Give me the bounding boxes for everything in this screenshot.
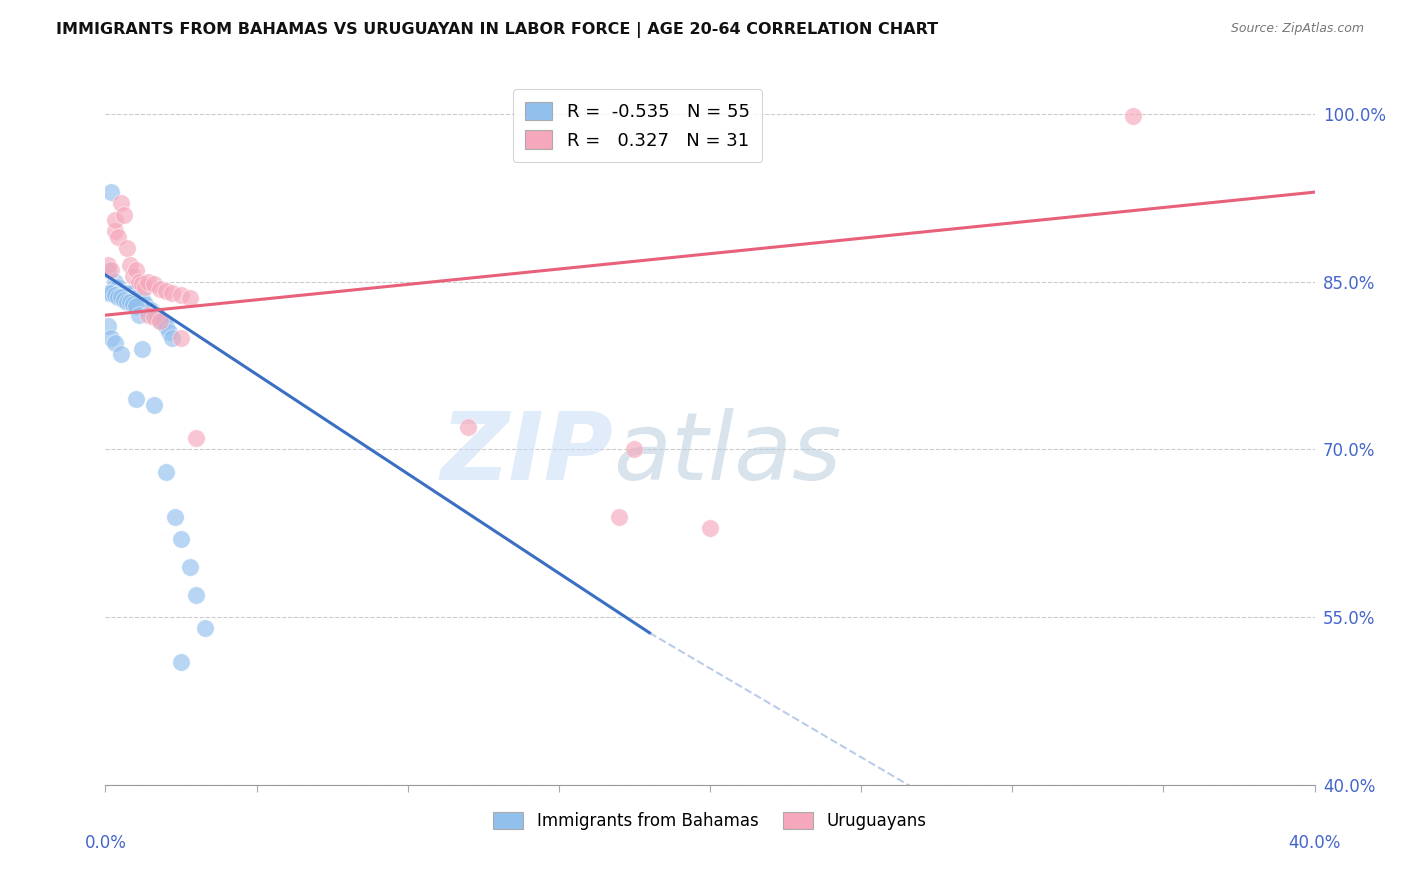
Point: [112, 293, 135, 307]
Point: [128, 308, 150, 322]
Point: [146, 308, 169, 322]
Point: [131, 342, 153, 356]
Point: [110, 292, 132, 306]
Point: [170, 532, 193, 546]
Point: [103, 275, 125, 289]
Point: [124, 292, 148, 306]
Point: [170, 330, 193, 344]
Point: [112, 285, 135, 300]
Point: [139, 302, 162, 317]
Point: [103, 213, 125, 227]
Point: [142, 308, 165, 322]
Point: [160, 330, 183, 344]
Point: [124, 392, 148, 406]
Point: [142, 310, 165, 325]
Point: [134, 297, 156, 311]
Point: [110, 196, 132, 211]
Point: [157, 325, 180, 339]
Point: [457, 420, 479, 434]
Point: [118, 285, 141, 300]
Point: [97, 258, 120, 272]
Point: [121, 268, 143, 283]
Point: [107, 280, 129, 294]
Point: [149, 314, 172, 328]
Point: [103, 224, 125, 238]
Point: [134, 280, 156, 294]
Point: [179, 559, 201, 574]
Point: [163, 509, 186, 524]
Point: [107, 230, 129, 244]
Point: [103, 288, 125, 302]
Point: [115, 241, 138, 255]
Point: [124, 299, 148, 313]
Point: [152, 314, 174, 328]
Point: [103, 280, 125, 294]
Text: IMMIGRANTS FROM BAHAMAS VS URUGUAYAN IN LABOR FORCE | AGE 20-64 CORRELATION CHAR: IMMIGRANTS FROM BAHAMAS VS URUGUAYAN IN …: [56, 22, 938, 38]
Point: [118, 258, 141, 272]
Text: 0.0%: 0.0%: [84, 834, 127, 852]
Text: ZIP: ZIP: [440, 408, 613, 500]
Point: [170, 655, 193, 669]
Point: [97, 263, 120, 277]
Point: [97, 319, 120, 334]
Point: [121, 285, 143, 300]
Point: [118, 294, 141, 309]
Point: [121, 297, 143, 311]
Point: [142, 277, 165, 291]
Point: [142, 398, 165, 412]
Point: [131, 292, 153, 306]
Text: 40.0%: 40.0%: [1288, 834, 1341, 852]
Point: [186, 431, 208, 445]
Point: [118, 292, 141, 306]
Point: [136, 302, 159, 317]
Point: [110, 347, 132, 361]
Point: [100, 185, 122, 199]
Point: [115, 292, 138, 306]
Point: [1122, 109, 1144, 123]
Point: [124, 297, 148, 311]
Point: [609, 509, 631, 524]
Legend: Immigrants from Bahamas, Uruguayans: Immigrants from Bahamas, Uruguayans: [486, 805, 934, 837]
Point: [110, 290, 132, 304]
Point: [155, 465, 177, 479]
Point: [107, 285, 129, 300]
Point: [100, 285, 122, 300]
Point: [623, 442, 645, 457]
Point: [124, 263, 148, 277]
Point: [170, 288, 193, 302]
Point: [115, 285, 138, 300]
Point: [155, 319, 177, 334]
Point: [107, 290, 129, 304]
Point: [194, 621, 217, 635]
Point: [128, 297, 150, 311]
Point: [112, 207, 135, 221]
Point: [121, 292, 143, 306]
Text: Source: ZipAtlas.com: Source: ZipAtlas.com: [1230, 22, 1364, 36]
Point: [97, 285, 120, 300]
Point: [112, 292, 135, 306]
Point: [699, 521, 721, 535]
Point: [186, 588, 208, 602]
Point: [110, 285, 132, 300]
Point: [149, 314, 172, 328]
Point: [149, 282, 172, 296]
Point: [100, 263, 122, 277]
Point: [128, 275, 150, 289]
Point: [160, 285, 183, 300]
Point: [155, 284, 177, 298]
Point: [103, 336, 125, 351]
Point: [136, 308, 159, 322]
Point: [136, 275, 159, 289]
Text: atlas: atlas: [613, 409, 842, 500]
Point: [179, 292, 201, 306]
Point: [100, 330, 122, 344]
Point: [131, 277, 153, 291]
Point: [115, 294, 138, 309]
